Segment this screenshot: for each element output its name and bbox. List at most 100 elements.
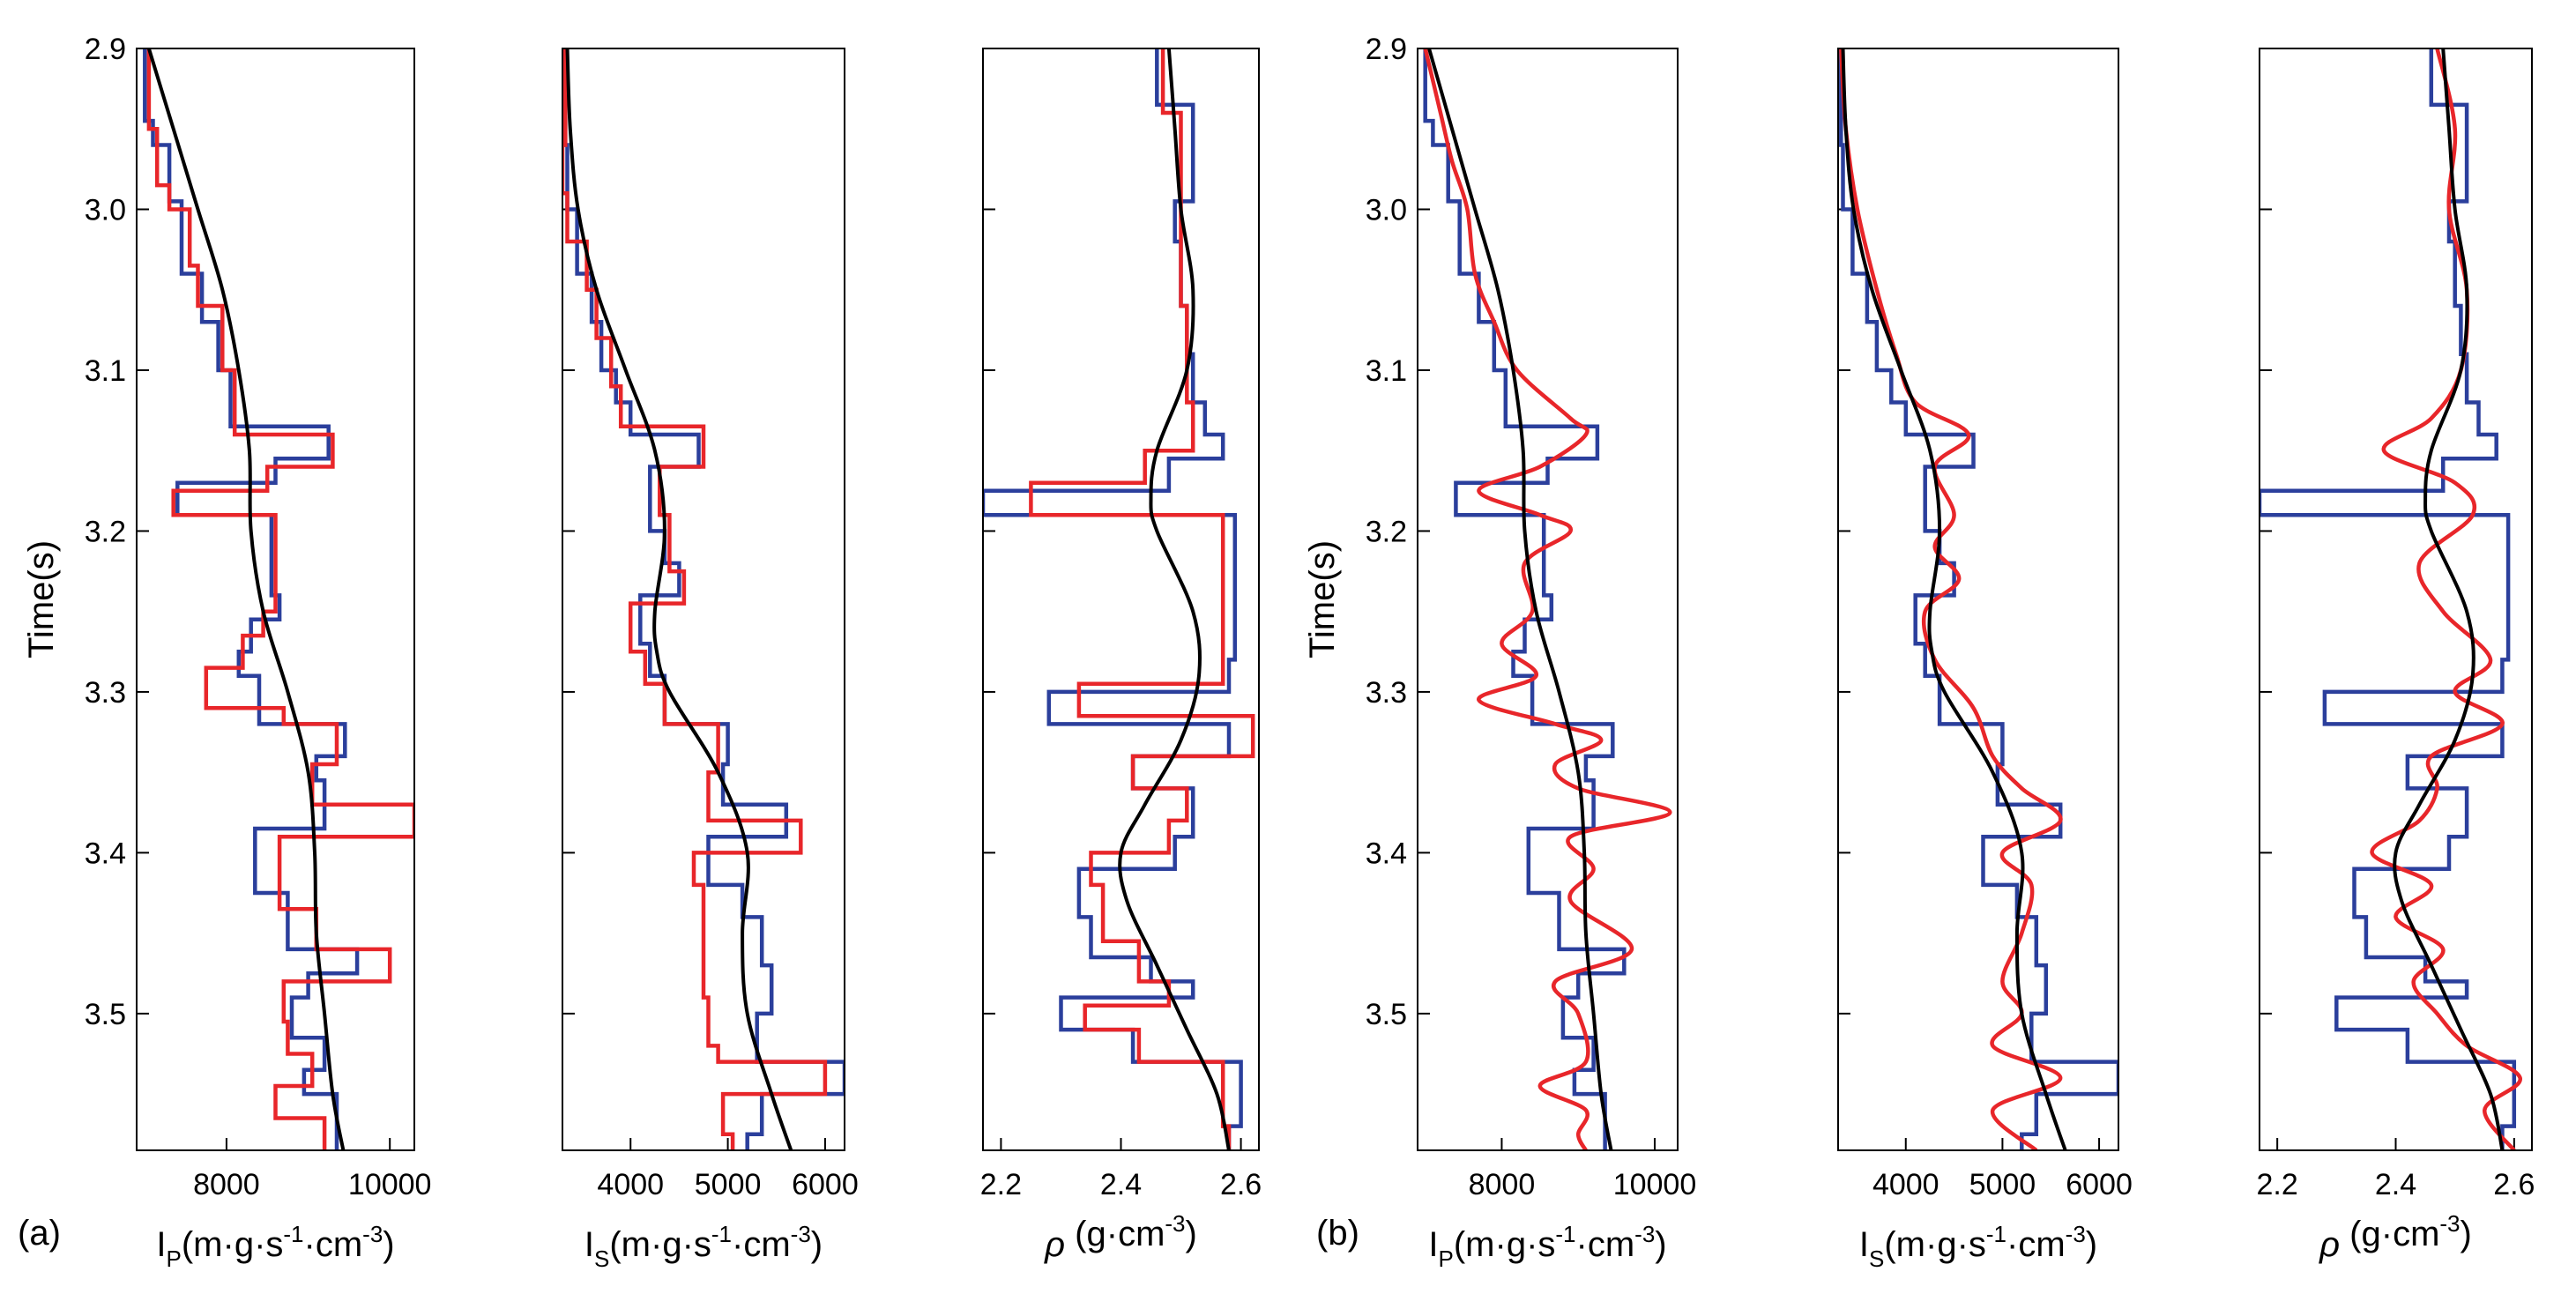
axis-title-base: I bbox=[584, 1225, 594, 1264]
plot-frame bbox=[562, 48, 845, 1151]
axis-title-close: ) bbox=[2461, 1215, 2472, 1253]
plot-frame bbox=[2259, 48, 2533, 1151]
initial-model-line bbox=[1841, 48, 2067, 1150]
true-log-line bbox=[1839, 48, 2118, 1150]
inversion-result-line bbox=[1839, 48, 2063, 1150]
x-tick-label: 8000 bbox=[1469, 1168, 1536, 1201]
initial-model-line bbox=[146, 48, 346, 1150]
series-group bbox=[1423, 48, 1672, 1150]
log-panel-a-rho: 2.2 2.4 2.6 ρ (g·cm-3) bbox=[980, 48, 1262, 1264]
true-log-line bbox=[1423, 48, 1627, 1150]
plot-frame bbox=[982, 48, 1260, 1151]
initial-model-line bbox=[565, 48, 793, 1150]
axis-title-sub: S bbox=[1869, 1246, 1884, 1272]
series-group bbox=[2260, 48, 2522, 1150]
x-tick-label: 10000 bbox=[348, 1168, 432, 1201]
axis-title-sup2: -3 bbox=[791, 1221, 811, 1247]
plot-frame bbox=[136, 48, 415, 1151]
plot-frame bbox=[1417, 48, 1679, 1151]
y-tick-label: 3.0 bbox=[85, 193, 126, 227]
x-tick-label: 2.2 bbox=[2257, 1168, 2298, 1201]
log-panel-a-is: 4000 5000 6000 IS(m·g·s-1·cm-3) bbox=[562, 48, 859, 1272]
y-tick-label: 3.4 bbox=[1366, 837, 1407, 870]
x-axis-title: ρ (g·cm-3) bbox=[2319, 1210, 2472, 1264]
axis-title-unit: (m·g·s bbox=[1884, 1225, 1986, 1264]
x-axis-title: IS(m·g·s-1·cm-3) bbox=[1859, 1221, 2097, 1272]
x-tick-label: 2.2 bbox=[980, 1168, 1022, 1201]
x-tick-label: 8000 bbox=[193, 1168, 260, 1201]
axis-title-close: ) bbox=[2086, 1225, 2097, 1264]
inversion-result-line bbox=[1423, 48, 1672, 1150]
log-panel-b-rho: 2.2 2.4 2.6 ρ (g·cm-3) bbox=[2257, 48, 2535, 1264]
true-log-line bbox=[143, 48, 360, 1150]
axis-title-sup2: -3 bbox=[2066, 1221, 2086, 1247]
initial-model-line bbox=[1118, 48, 1231, 1150]
axis-title-sub: P bbox=[167, 1246, 182, 1272]
y-tick-label: 3.4 bbox=[85, 837, 126, 870]
axis-title-sup2: -3 bbox=[1634, 1221, 1655, 1247]
y-tick-label: 3.2 bbox=[85, 515, 126, 548]
y-tick-label: 3.3 bbox=[1366, 676, 1407, 710]
y-tick-label: 2.9 bbox=[1366, 33, 1407, 66]
axis-title-base: ρ bbox=[2319, 1225, 2340, 1264]
axis-title-sup1: -1 bbox=[1555, 1221, 1575, 1247]
axis-title-unit2: ·cm bbox=[2006, 1225, 2066, 1264]
axis-title-base: I bbox=[156, 1225, 166, 1264]
axis-title-close: ) bbox=[811, 1225, 823, 1264]
axis-title-base: I bbox=[1859, 1225, 1869, 1264]
x-axis-title: IP(m·g·s-1·cm-3) bbox=[1428, 1221, 1666, 1272]
x-tick-label: 6000 bbox=[2066, 1168, 2133, 1201]
axis-title-sup1: -1 bbox=[283, 1221, 303, 1247]
axis-title-close: ) bbox=[383, 1225, 394, 1264]
axis-title-base: ρ bbox=[1044, 1225, 1065, 1264]
y-tick-label: 3.0 bbox=[1366, 193, 1407, 227]
axis-title-unit2: ·cm bbox=[1576, 1225, 1635, 1264]
axis-title-close: ) bbox=[1655, 1225, 1666, 1264]
plot-frame bbox=[1837, 48, 2119, 1151]
x-tick-label: 4000 bbox=[597, 1168, 664, 1201]
x-tick-label: 10000 bbox=[1613, 1168, 1697, 1201]
series-group bbox=[1839, 48, 2118, 1150]
axis-title-unit: (g·cm bbox=[1065, 1215, 1165, 1253]
axis-title-sub: P bbox=[1439, 1246, 1454, 1272]
x-axis-title: IP(m·g·s-1·cm-3) bbox=[156, 1221, 394, 1272]
y-axis-title: Time(s) bbox=[1303, 540, 1342, 658]
axis-title-base: I bbox=[1428, 1225, 1438, 1264]
axis-title-sup2: -3 bbox=[2439, 1210, 2460, 1237]
axis-title-unit2: ·cm bbox=[304, 1225, 363, 1264]
log-panel-b-ip: 2.9 3.0 3.1 3.2 3.3 3.4 3.5 8000 10000 IP(m·g·s-1… bbox=[1366, 33, 1697, 1272]
y-tick-label: 3.2 bbox=[1366, 515, 1407, 548]
y-tick-label: 3.1 bbox=[85, 354, 126, 388]
x-tick-label: 4000 bbox=[1872, 1168, 1939, 1201]
series-group bbox=[562, 48, 845, 1150]
true-log-line bbox=[563, 48, 845, 1150]
true-log-line bbox=[983, 48, 1243, 1150]
x-tick-label: 2.6 bbox=[2493, 1168, 2535, 1201]
axis-title-unit: (m·g·s bbox=[1454, 1225, 1556, 1264]
figure-label-b: (b) bbox=[1316, 1214, 1359, 1253]
log-panel-b-is: 4000 5000 6000 IS(m·g·s-1·cm-3) bbox=[1837, 48, 2133, 1272]
y-tick-label: 3.3 bbox=[85, 676, 126, 710]
x-axis-title: IS(m·g·s-1·cm-3) bbox=[584, 1221, 823, 1272]
x-tick-label: 5000 bbox=[695, 1168, 762, 1201]
axis-title-close: ) bbox=[1186, 1215, 1197, 1253]
x-tick-label: 2.6 bbox=[1220, 1168, 1262, 1201]
axis-title-unit: (g·cm bbox=[2340, 1215, 2439, 1253]
series-group bbox=[983, 48, 1255, 1150]
inversion-result-line bbox=[562, 48, 828, 1150]
x-axis-title: ρ (g·cm-3) bbox=[1044, 1210, 1197, 1264]
initial-model-line bbox=[2393, 48, 2505, 1150]
true-log-line bbox=[2260, 48, 2517, 1150]
log-panel-a-ip: 2.9 3.0 3.1 3.2 3.3 3.4 3.5 8000 10000 IP(m·g·s-1… bbox=[85, 33, 432, 1272]
initial-model-line bbox=[1427, 48, 1613, 1150]
axis-title-sup1: -1 bbox=[711, 1221, 732, 1247]
axis-title-sup2: -3 bbox=[1165, 1210, 1185, 1237]
inversion-result-line bbox=[2370, 48, 2522, 1150]
inversion-result-line bbox=[1029, 48, 1255, 1150]
axis-title-unit: (m·g·s bbox=[609, 1225, 711, 1264]
axis-title-unit2: ·cm bbox=[732, 1225, 791, 1264]
y-tick-label: 2.9 bbox=[85, 33, 126, 66]
axis-title-unit: (m·g·s bbox=[182, 1225, 284, 1264]
